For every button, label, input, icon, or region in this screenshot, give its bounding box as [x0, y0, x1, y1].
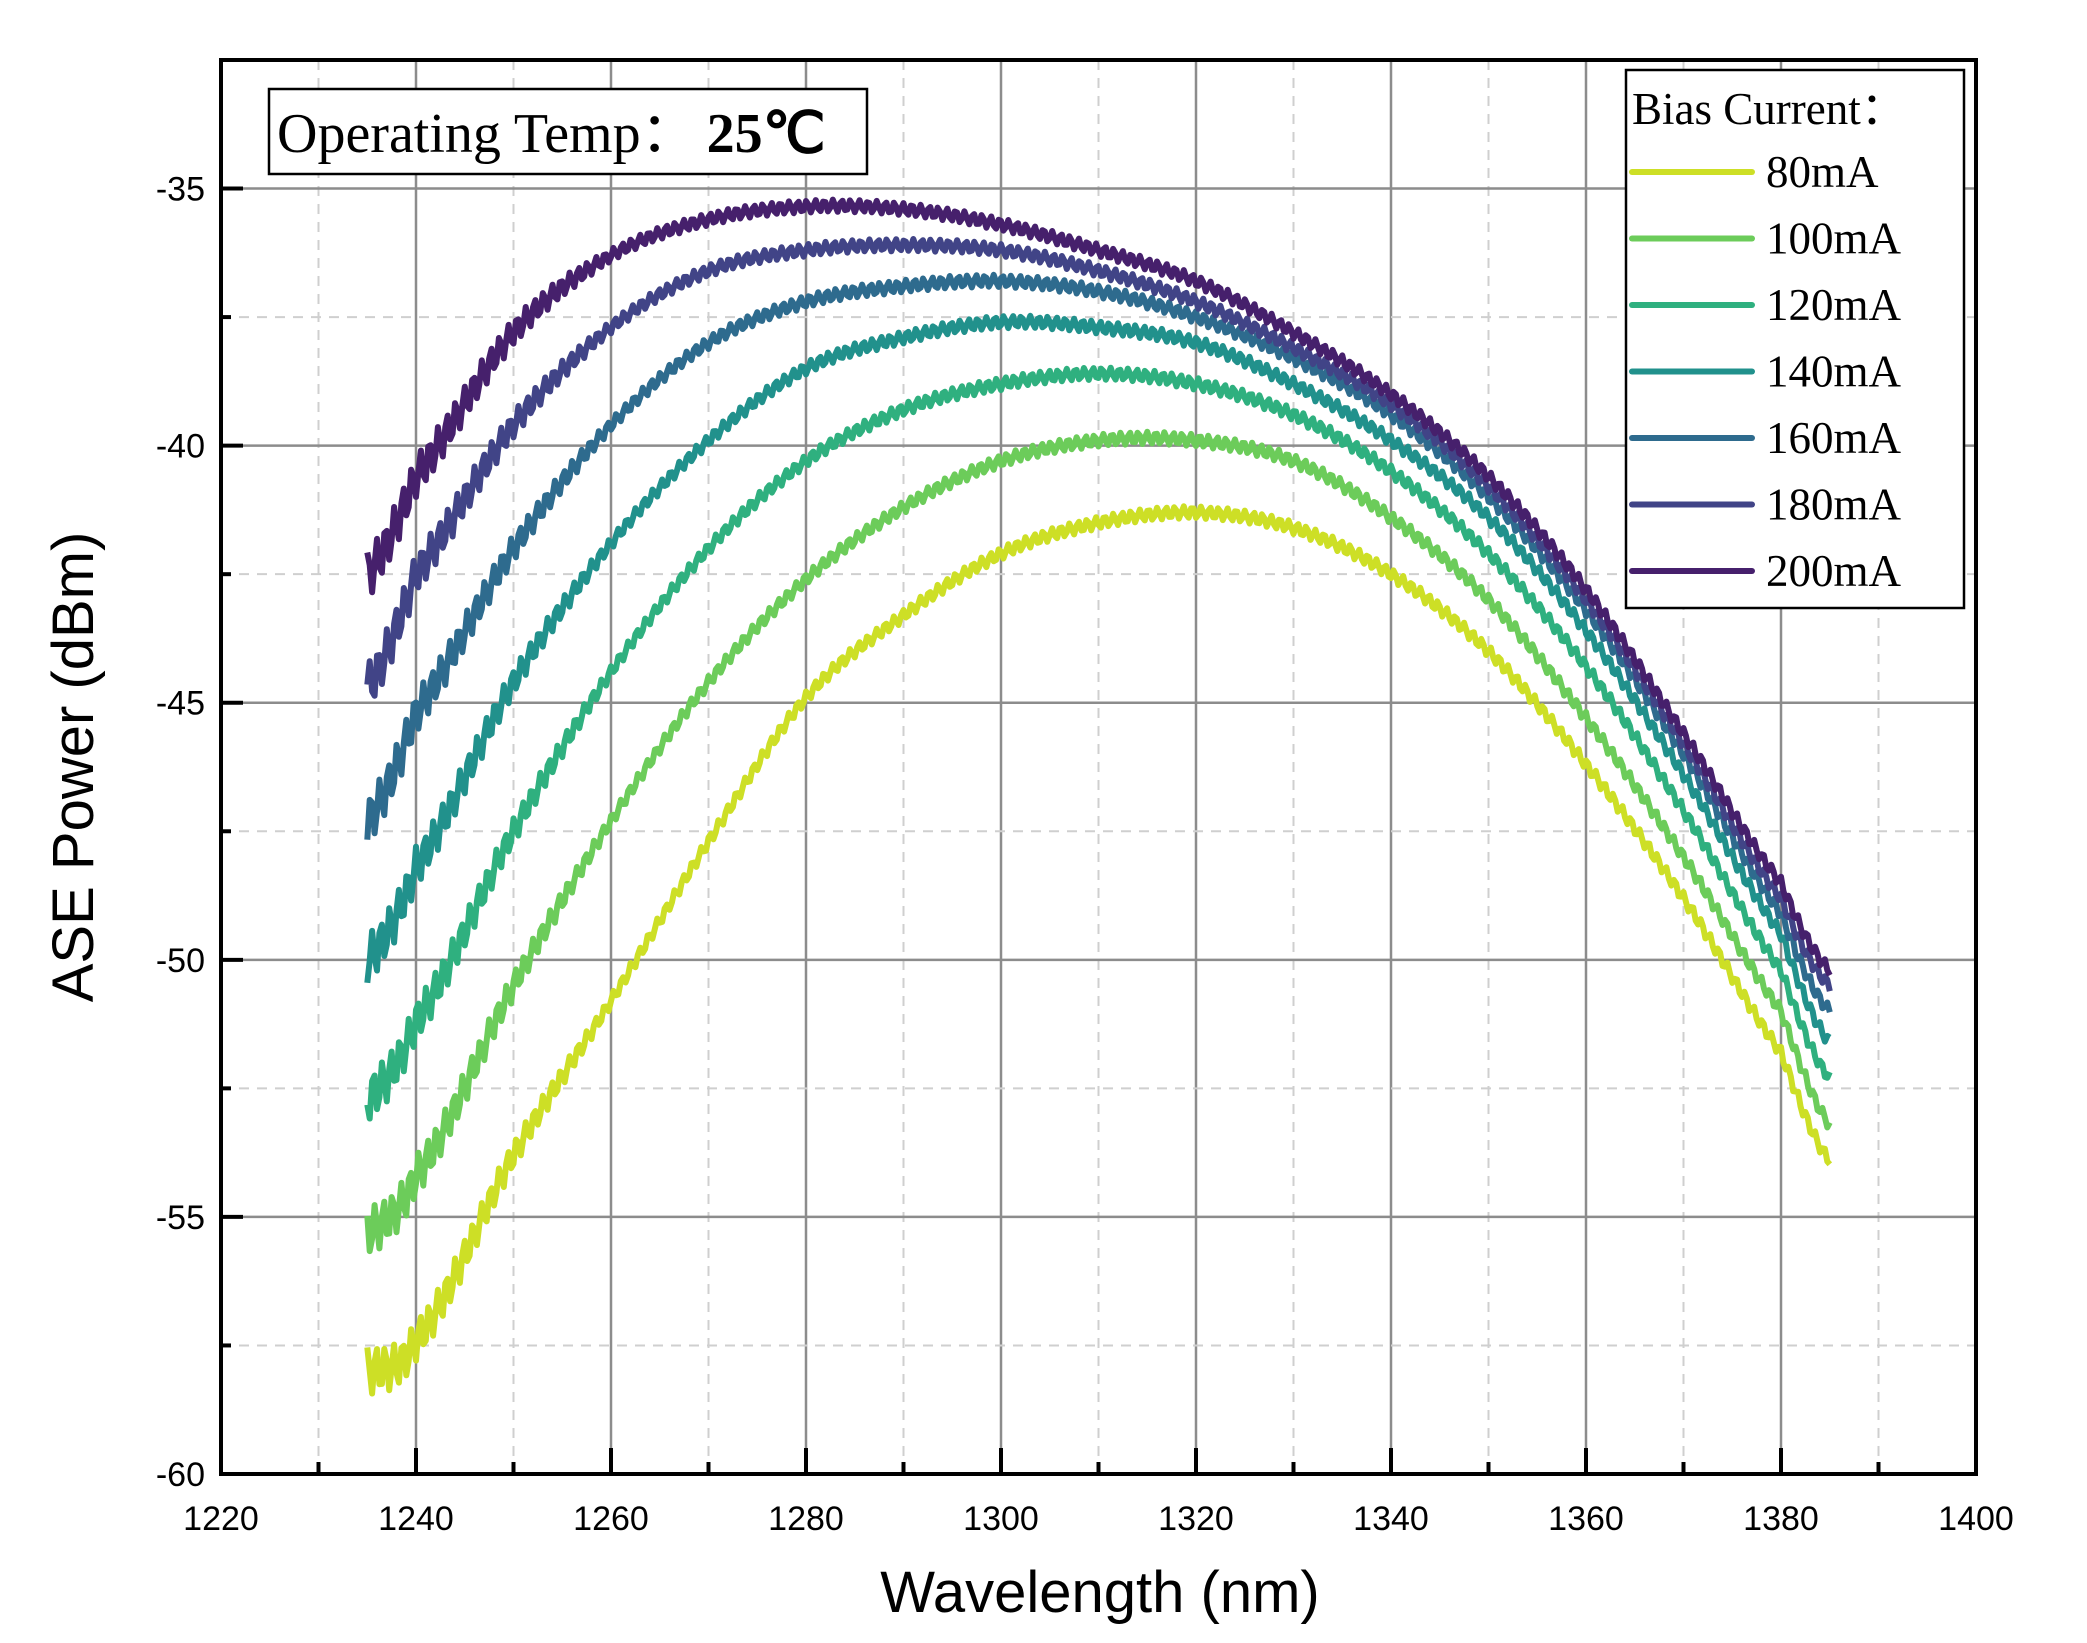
legend: Bias Current： 80mA 100mA 120mA 140mA 160mA 18…	[1624, 68, 1966, 610]
legend-label: 80mA	[1766, 147, 1879, 197]
x-tick-label: 1360	[1548, 1500, 1624, 1538]
series-line-80mA	[364, 503, 1833, 1397]
legend-items: 80mA 100mA 120mA 140mA 160mA 180mA 200mA	[1629, 147, 1902, 596]
series-lines	[364, 196, 1833, 1397]
x-tick-label: 1220	[183, 1500, 259, 1538]
x-axis-title: Wavelength (nm)	[880, 1560, 1319, 1625]
plot-frame	[219, 58, 1978, 1476]
x-tick-label: 1380	[1743, 1500, 1819, 1538]
annotation-label: Operating Temp：	[277, 103, 697, 165]
y-tick-label: -55	[156, 1199, 205, 1237]
series-line-160mA	[364, 271, 1833, 1013]
legend-label: 200mA	[1766, 546, 1902, 596]
legend-label: 180mA	[1766, 480, 1902, 530]
x-tick-labels: 1220 1240 1260 1280 1300 1320 1340 1360 1380 1400	[183, 1500, 2014, 1538]
series-line-140mA	[364, 312, 1832, 1045]
y-tick-label: -40	[156, 428, 205, 466]
svg-text:Operating Temp：25℃: Operating Temp： 25℃	[277, 103, 826, 165]
series-line-180mA	[364, 236, 1833, 992]
axes	[219, 58, 1978, 1476]
y-tick-label: -50	[156, 942, 205, 980]
legend-label: 160mA	[1766, 413, 1902, 463]
y-axis-title: ASE Power (dBm)	[41, 532, 106, 1003]
x-tick-label: 1320	[1158, 1500, 1234, 1538]
legend-title: Bias Current：	[1632, 84, 1906, 134]
y-tick-labels: -60 -55 -50 -45 -40 -35	[156, 171, 205, 1494]
annotation-box	[267, 87, 869, 176]
legend-label: 100mA	[1766, 214, 1902, 264]
x-tick-label: 1260	[573, 1500, 649, 1538]
y-tick-label: -60	[156, 1456, 205, 1494]
x-tick-label: 1240	[378, 1500, 454, 1538]
series-line-120mA	[364, 364, 1833, 1122]
annotation-value: 25℃	[707, 103, 826, 165]
y-tick-label: -35	[156, 171, 205, 209]
temperature-annotation: Operating Temp： 25℃	[267, 87, 869, 176]
legend-box	[1624, 68, 1966, 610]
legend-label: 140mA	[1766, 347, 1902, 397]
x-tick-label: 1340	[1353, 1500, 1429, 1538]
legend-label: 120mA	[1766, 280, 1902, 330]
x-tick-label: 1300	[963, 1500, 1039, 1538]
series-line-100mA	[364, 428, 1833, 1255]
x-tick-label: 1400	[1938, 1500, 2014, 1538]
x-tick-label: 1280	[768, 1500, 844, 1538]
y-tick-label: -45	[156, 685, 205, 723]
series-line-200mA	[364, 196, 1833, 977]
